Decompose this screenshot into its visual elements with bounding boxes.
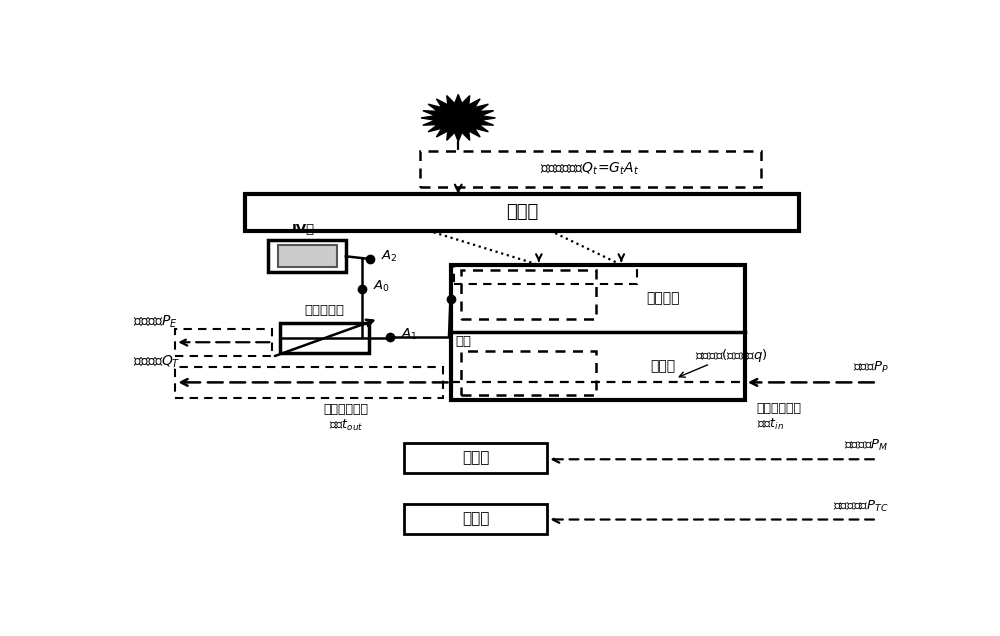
Bar	[461, 350, 596, 394]
Bar	[404, 443, 547, 473]
Text: IV仪: IV仪	[292, 223, 315, 237]
Text: 散热介质(质量流率$q$): 散热介质(质量流率$q$)	[695, 347, 767, 364]
Text: 开关: 开关	[455, 335, 471, 349]
Text: $A_0$: $A_0$	[373, 279, 390, 294]
Bar	[278, 245, 337, 267]
Bar	[404, 504, 547, 534]
Bar	[454, 265, 637, 284]
Bar	[450, 265, 745, 399]
Bar	[420, 151, 761, 186]
Text: 可调电负载: 可调电负载	[305, 304, 345, 317]
Text: 散热介质最终
温度$t_{out}$: 散热介质最终 温度$t_{out}$	[323, 403, 368, 433]
Bar	[268, 240, 346, 272]
Bar	[175, 329, 272, 356]
Bar	[245, 194, 799, 231]
Text: 聚光器: 聚光器	[506, 204, 538, 221]
Text: 散热介质初始
温度$t_{in}$: 散热介质初始 温度$t_{in}$	[757, 402, 802, 432]
Text: 散热器: 散热器	[650, 359, 675, 373]
Bar	[175, 367, 443, 398]
Text: 跟踪器: 跟踪器	[462, 450, 489, 466]
Text: 测控器功耗$P_{TC}$: 测控器功耗$P_{TC}$	[833, 499, 888, 514]
Text: $A_2$: $A_2$	[381, 249, 397, 264]
Text: 泵功耗$P_P$: 泵功耗$P_P$	[853, 359, 888, 375]
Polygon shape	[421, 94, 495, 141]
Text: 产电功率$P_E$: 产电功率$P_E$	[133, 314, 177, 330]
Text: 马达功耗$P_M$: 马达功耗$P_M$	[844, 438, 888, 453]
Text: 光伏组件: 光伏组件	[646, 291, 679, 305]
Text: $A_1$: $A_1$	[401, 327, 418, 342]
Bar	[280, 322, 369, 353]
Text: 产热功率$Q_T$: 产热功率$Q_T$	[133, 354, 180, 370]
Text: 测控器: 测控器	[462, 511, 489, 527]
Bar	[461, 270, 596, 319]
Text: 太阳辐射通量$Q_t$=$G_t$$A_t$: 太阳辐射通量$Q_t$=$G_t$$A_t$	[540, 161, 640, 177]
